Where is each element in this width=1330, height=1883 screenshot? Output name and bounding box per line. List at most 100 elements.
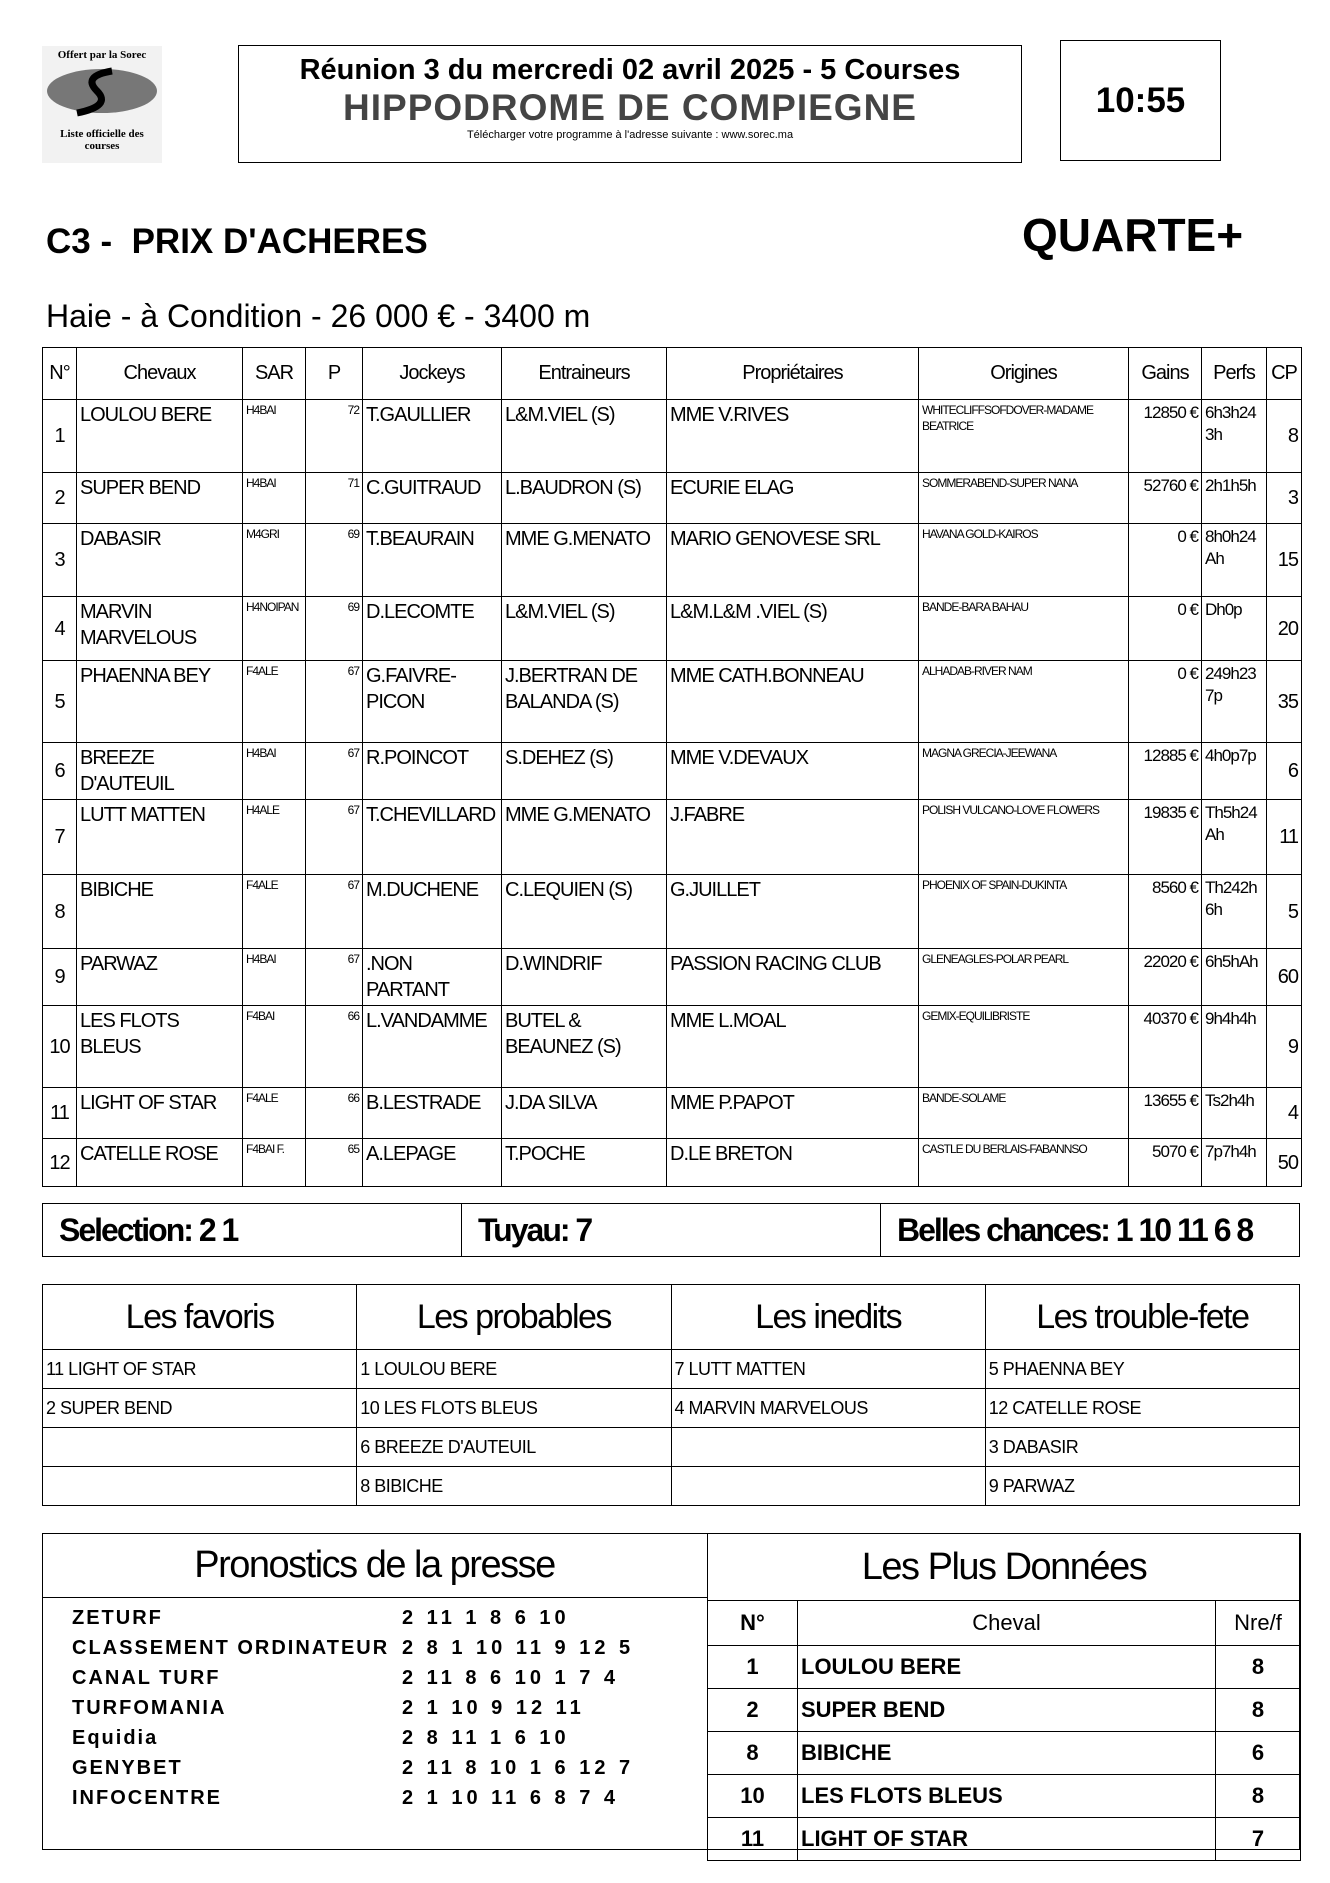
cell: 3: [1266, 472, 1302, 524]
press-title: Pronostics de la presse: [42, 1533, 707, 1598]
hippodrome: HIPPODROME DE COMPIEGNE: [343, 87, 917, 128]
plus-column: Cheval: [797, 1600, 1216, 1646]
cell: H4NOIPAN: [242, 596, 306, 661]
plus-cell: 11: [707, 1817, 798, 1861]
plus-table: Les Plus Données N° Cheval Nre/f 1 LOULOU BER…: [707, 1533, 1301, 1861]
cell: F4ALE: [242, 660, 306, 743]
column-header: SAR: [242, 347, 306, 400]
group-title: Les favoris: [41, 1284, 358, 1350]
press-source: CLASSEMENT ORDINATEUR: [72, 1637, 390, 1659]
download: Télécharger votre programme à l'adresse …: [466, 129, 794, 141]
group-item: 5 PHAENNA BEY: [984, 1349, 1301, 1389]
cell: 67: [305, 742, 363, 800]
runner-row: 4 MARVIN MARVELOUS H4NOIPAN 69 D.LECOMTE L&M.…: [42, 596, 1302, 661]
press-picks: 2 8 11 1 6 10: [402, 1727, 570, 1749]
runner-row: 9 PARWAZ H4BAI 67 .NON PARTANT D.WINDRIF PASSI…: [42, 948, 1302, 1006]
cell: 15: [1266, 523, 1302, 597]
cell: R.POINCOT: [362, 742, 502, 800]
bet-type: QUARTE+: [1022, 209, 1244, 261]
cell: BUTEL & BEAUNEZ (S): [501, 1005, 667, 1088]
cell: ECURIE ELAG: [666, 472, 919, 524]
cell: 22020 €: [1128, 948, 1202, 1006]
cell: 9: [1266, 1005, 1302, 1088]
press-row: GENYBET 2 11 8 10 1 6 12 7: [72, 1758, 672, 1790]
group-item: [670, 1466, 986, 1506]
group-item: 3 DABASIR: [984, 1427, 1301, 1467]
cell: MME P.PAPOT: [666, 1087, 919, 1139]
plus-cell: 7: [1215, 1817, 1301, 1861]
cell: 52760 €: [1128, 472, 1202, 524]
cell: 69: [305, 596, 363, 661]
cell: 6: [42, 742, 77, 800]
groups-table: Les favoris Les probables Les inedits Les t…: [41, 1284, 1301, 1506]
plus-cell: 10: [707, 1774, 798, 1818]
press-source: TURFOMANIA: [72, 1697, 227, 1719]
cell: L.VANDAMME: [362, 1005, 502, 1088]
group-item: [670, 1427, 986, 1467]
cell: 19835 €: [1128, 799, 1202, 875]
press-picks: 2 1 10 11 6 8 7 4: [402, 1787, 620, 1809]
cell: 9h4h4h: [1201, 1005, 1267, 1088]
cell: 67: [305, 948, 363, 1006]
column-header: Chevaux: [76, 347, 243, 400]
column-header: CP: [1266, 347, 1302, 400]
group-row: 6 BREEZE D'AUTEUIL 3 DABASIR: [41, 1427, 1301, 1467]
cell: 4h0p7p: [1201, 742, 1267, 800]
column-header: Propriétaires: [666, 347, 919, 400]
runner-row: 7 LUTT MATTEN H4ALE 67 T.CHEVILLARD MME G.MEN…: [42, 799, 1302, 875]
cell: 8: [1266, 399, 1302, 473]
column-header: Gains: [1128, 347, 1202, 400]
group-item: 8 BIBICHE: [356, 1466, 672, 1506]
plus-title: Les Plus Données: [707, 1533, 1301, 1601]
cell: 35: [1266, 660, 1302, 743]
cell: G.JUILLET: [666, 874, 919, 949]
cell: J.BERTRAN DE BALANDA (S): [501, 660, 667, 743]
logo-bottom: Liste officielle des courses: [60, 128, 144, 152]
race-name: C3 - PRIX D'ACHERES: [46, 222, 428, 261]
plus-cell: SUPER BEND: [797, 1688, 1216, 1732]
cell: MME L.MOAL: [666, 1005, 919, 1088]
group-item: [41, 1427, 358, 1467]
cell: F4BAI F.: [242, 1138, 306, 1187]
runner-row: 2 SUPER BEND H4BAI 71 C.GUITRAUD L.BAUDRON (S…: [42, 472, 1302, 524]
group-item: 9 PARWAZ: [984, 1466, 1301, 1506]
press-source: ZETURF: [72, 1607, 163, 1629]
cell: 0 €: [1128, 660, 1202, 743]
press-row: INFOCENTRE 2 1 10 11 6 8 7 4: [72, 1787, 672, 1820]
group-title: Les probables: [356, 1284, 672, 1350]
cell: L.BAUDRON (S): [501, 472, 667, 524]
cell: PHOENIX OF SPAIN-DUKINTA: [918, 874, 1129, 949]
column-header: N°: [42, 347, 77, 400]
cell: 7: [42, 799, 77, 875]
group-header-row: Les favoris Les probables Les inedits Les t…: [41, 1284, 1301, 1350]
cell: BREEZE D'AUTEUIL: [76, 742, 243, 800]
cell: Th5h24Ah: [1201, 799, 1267, 875]
cell: 0 €: [1128, 523, 1202, 597]
press-list: ZETURF 2 11 1 8 6 10 CLASSEMENT ORDINATEUR…: [72, 1607, 672, 1820]
cell: T.POCHE: [501, 1138, 667, 1187]
cell: LOULOU BERE: [76, 399, 243, 473]
cell: S.DEHEZ (S): [501, 742, 667, 800]
cell: POLISH VULCANO-LOVE FLOWERS: [918, 799, 1129, 875]
cell: D.LE BRETON: [666, 1138, 919, 1187]
cell: T.CHEVILLARD: [362, 799, 502, 875]
header-box: Réunion 3 du mercredi 02 avril 2025 - 5 …: [238, 45, 1022, 163]
press-picks: 2 1 10 9 12 11: [402, 1697, 585, 1719]
cell: 11: [1266, 799, 1302, 875]
cell: GEMIX-EQUILIBRISTE: [918, 1005, 1129, 1088]
group-item: 1 LOULOU BERE: [356, 1349, 672, 1389]
cell: ALHADAB-RIVER NAM: [918, 660, 1129, 743]
cell: 67: [305, 660, 363, 743]
cell: MARIO GENOVESE SRL: [666, 523, 919, 597]
plus-row: 1 LOULOU BERE 8: [707, 1645, 1301, 1689]
cell: 66: [305, 1005, 363, 1088]
cell: 5: [1266, 874, 1302, 949]
cell: LUTT MATTEN: [76, 799, 243, 875]
group-item: [41, 1466, 358, 1506]
cell: GLENEAGLES-POLAR PEARL: [918, 948, 1129, 1006]
cell: 6: [1266, 742, 1302, 800]
cell: LIGHT OF STAR: [76, 1087, 243, 1139]
press-row: Equidia 2 8 11 1 6 10: [72, 1727, 672, 1760]
plus-cell: LIGHT OF STAR: [797, 1817, 1216, 1861]
